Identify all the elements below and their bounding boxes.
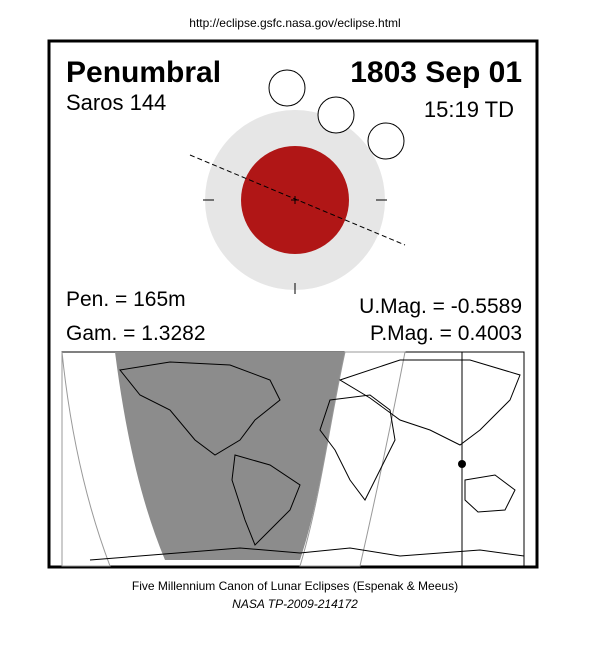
time: 15:19 TD <box>424 97 514 122</box>
australia <box>464 474 516 513</box>
africa <box>319 394 396 501</box>
footer-title: Five Millennium Canon of Lunar Eclipses … <box>132 579 458 593</box>
shadow-diagram <box>189 69 406 294</box>
eclipse-date: 1803 Sep 01 <box>350 56 522 89</box>
gamma: Gam. = 1.3282 <box>66 322 206 345</box>
pen-duration: Pen. = 165m <box>66 288 186 311</box>
visibility-zone <box>115 352 345 560</box>
moon <box>268 69 306 107</box>
footer-reference: NASA TP-2009-214172 <box>232 597 358 611</box>
saros: Saros 144 <box>66 90 166 115</box>
frame <box>47 39 539 569</box>
world-map <box>61 351 525 567</box>
penumbral-magnitude: P.Mag. = 0.4003 <box>370 322 522 345</box>
umbral-magnitude: U.Mag. = -0.5589 <box>359 295 522 318</box>
eurasia <box>338 359 521 446</box>
zenith-point <box>458 460 466 468</box>
antarctica <box>89 547 525 561</box>
south-america <box>231 454 301 546</box>
north-america <box>119 361 281 456</box>
visibility-edge <box>61 351 111 567</box>
moon <box>367 122 405 160</box>
visibility-edge <box>299 351 406 567</box>
url: http://eclipse.gsfc.nasa.gov/eclipse.htm… <box>189 16 400 30</box>
eclipse-type: Penumbral <box>66 56 221 89</box>
moon <box>317 96 355 134</box>
